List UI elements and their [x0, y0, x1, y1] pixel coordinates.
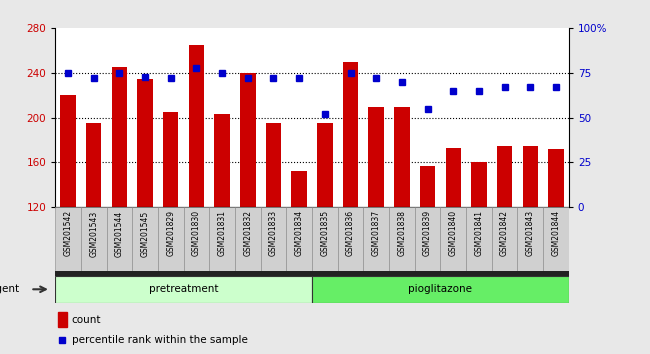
Bar	[55, 207, 81, 271]
Bar	[188, 45, 204, 207]
Bar	[81, 207, 107, 271]
Bar	[420, 166, 436, 207]
Text: pioglitazone: pioglitazone	[408, 284, 473, 294]
Bar	[55, 271, 569, 275]
Text: GSM201836: GSM201836	[346, 210, 355, 256]
Text: agent: agent	[0, 284, 20, 294]
Bar	[112, 67, 127, 207]
Bar	[394, 107, 410, 207]
Text: GSM201832: GSM201832	[243, 210, 252, 256]
Text: GSM201829: GSM201829	[166, 210, 176, 256]
Bar	[445, 148, 461, 207]
Bar	[517, 207, 543, 271]
Text: GSM201835: GSM201835	[320, 210, 330, 256]
Text: GSM201544: GSM201544	[115, 210, 124, 257]
Bar	[466, 207, 492, 271]
Bar	[137, 79, 153, 207]
Bar	[338, 207, 363, 271]
Text: GSM201833: GSM201833	[269, 210, 278, 256]
Text: GSM201840: GSM201840	[448, 210, 458, 256]
Bar	[287, 207, 312, 271]
Text: GSM201831: GSM201831	[218, 210, 227, 256]
Bar	[291, 171, 307, 207]
Bar	[317, 123, 333, 207]
Bar	[441, 207, 466, 271]
Bar	[158, 207, 183, 271]
Bar	[214, 114, 230, 207]
Bar	[389, 207, 415, 271]
Bar	[183, 207, 209, 271]
Text: GSM201844: GSM201844	[551, 210, 560, 256]
Text: GSM201830: GSM201830	[192, 210, 201, 256]
Bar	[312, 207, 338, 271]
Text: GSM201843: GSM201843	[526, 210, 535, 256]
Bar	[369, 107, 384, 207]
Text: GSM201834: GSM201834	[294, 210, 304, 256]
Text: GSM201542: GSM201542	[64, 210, 73, 256]
Bar	[548, 149, 564, 207]
Bar	[209, 207, 235, 271]
Bar	[60, 95, 76, 207]
Text: GSM201841: GSM201841	[474, 210, 484, 256]
Bar	[107, 207, 133, 271]
Text: count: count	[72, 315, 101, 325]
Bar	[55, 275, 312, 303]
Text: GSM201838: GSM201838	[397, 210, 406, 256]
Bar	[363, 207, 389, 271]
Bar	[86, 123, 101, 207]
Bar	[235, 207, 261, 271]
Bar	[58, 312, 67, 327]
Text: GSM201839: GSM201839	[423, 210, 432, 256]
Text: GSM201543: GSM201543	[89, 210, 98, 257]
Bar	[266, 123, 281, 207]
Bar	[240, 73, 255, 207]
Bar	[492, 207, 517, 271]
Bar	[543, 207, 569, 271]
Bar	[497, 145, 512, 207]
Text: GSM201842: GSM201842	[500, 210, 509, 256]
Text: GSM201837: GSM201837	[372, 210, 381, 256]
Bar	[471, 162, 487, 207]
Text: percentile rank within the sample: percentile rank within the sample	[72, 335, 248, 345]
Bar	[523, 145, 538, 207]
Bar	[343, 62, 358, 207]
Bar	[312, 275, 569, 303]
Bar	[163, 112, 179, 207]
Bar	[261, 207, 286, 271]
Bar	[415, 207, 441, 271]
Text: pretreatment: pretreatment	[149, 284, 218, 294]
Text: GSM201545: GSM201545	[140, 210, 150, 257]
Bar	[133, 207, 158, 271]
